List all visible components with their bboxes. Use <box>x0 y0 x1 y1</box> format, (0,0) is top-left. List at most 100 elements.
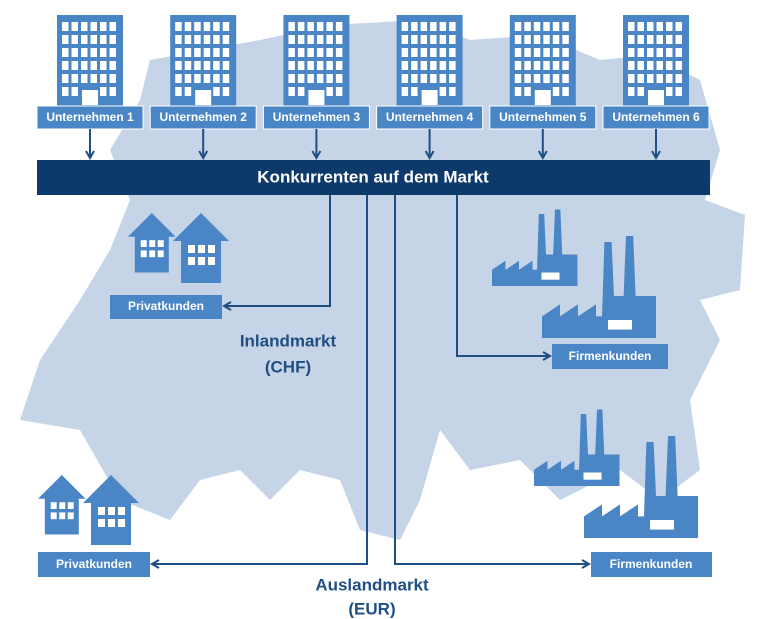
map <box>20 20 745 540</box>
window <box>326 74 333 83</box>
window <box>326 22 333 31</box>
factory <box>534 409 620 486</box>
door <box>648 90 664 105</box>
companies: Unternehmen 1 Unternehmen 2 Unternehmen 3 U… <box>36 15 710 130</box>
door <box>195 90 212 105</box>
company: Unternehmen 3 <box>262 15 370 130</box>
window <box>562 35 569 44</box>
window <box>449 61 456 70</box>
window <box>59 502 66 509</box>
company: Unternehmen 2 <box>149 15 257 130</box>
window <box>62 87 69 96</box>
window <box>449 35 456 44</box>
window <box>203 61 211 70</box>
window <box>81 74 88 83</box>
window <box>647 48 654 57</box>
window <box>175 35 182 44</box>
window <box>288 48 295 57</box>
window <box>203 48 211 57</box>
window <box>307 48 314 57</box>
window <box>307 35 314 44</box>
window <box>222 35 230 44</box>
window <box>307 61 314 70</box>
window <box>335 74 343 83</box>
window <box>562 61 569 70</box>
window <box>524 22 531 31</box>
window <box>184 61 192 70</box>
window <box>184 35 192 44</box>
window <box>628 87 635 96</box>
window <box>297 61 305 70</box>
window <box>62 61 69 70</box>
window <box>420 61 428 70</box>
window <box>222 22 230 31</box>
window <box>675 61 682 70</box>
window <box>656 48 663 57</box>
houses <box>38 475 139 545</box>
window <box>541 272 560 280</box>
window <box>608 320 632 330</box>
window <box>100 22 107 31</box>
window <box>524 87 531 96</box>
window <box>194 74 201 83</box>
window <box>297 22 305 31</box>
window <box>62 22 69 31</box>
window <box>449 48 456 57</box>
window <box>118 507 125 515</box>
window <box>98 507 105 515</box>
window <box>666 35 673 44</box>
window <box>656 74 663 83</box>
window <box>543 35 550 44</box>
window <box>100 74 107 83</box>
window <box>288 61 295 70</box>
window <box>109 74 116 83</box>
window <box>288 22 295 31</box>
window <box>430 74 437 83</box>
window <box>100 87 107 96</box>
window <box>439 87 447 96</box>
window <box>175 61 182 70</box>
window <box>100 35 107 44</box>
window <box>175 87 182 96</box>
factory <box>492 209 578 286</box>
window <box>533 48 541 57</box>
window <box>650 520 674 530</box>
window <box>552 35 560 44</box>
window <box>411 61 418 70</box>
window <box>316 74 324 83</box>
window <box>420 74 428 83</box>
window <box>552 74 560 83</box>
window <box>656 22 663 31</box>
window <box>213 35 220 44</box>
window <box>118 519 125 527</box>
window <box>656 61 663 70</box>
window <box>81 61 88 70</box>
window <box>109 87 116 96</box>
window <box>157 240 164 247</box>
window <box>583 472 602 480</box>
window <box>628 22 635 31</box>
window <box>90 61 97 70</box>
window <box>401 22 409 31</box>
window <box>543 74 550 83</box>
customer-box <box>552 344 668 369</box>
window <box>647 61 654 70</box>
window <box>543 48 550 57</box>
window <box>297 35 305 44</box>
window <box>637 87 644 96</box>
door <box>421 90 438 105</box>
window <box>533 22 541 31</box>
window <box>222 87 230 96</box>
window <box>326 35 333 44</box>
window <box>335 22 343 31</box>
window <box>666 74 673 83</box>
window <box>62 48 69 57</box>
market-name: Auslandmarkt <box>315 575 429 594</box>
window <box>222 61 230 70</box>
company-label: Unternehmen 6 <box>612 110 700 124</box>
window <box>326 61 333 70</box>
window <box>543 22 550 31</box>
window <box>514 61 522 70</box>
window <box>524 48 531 57</box>
window <box>439 74 447 83</box>
